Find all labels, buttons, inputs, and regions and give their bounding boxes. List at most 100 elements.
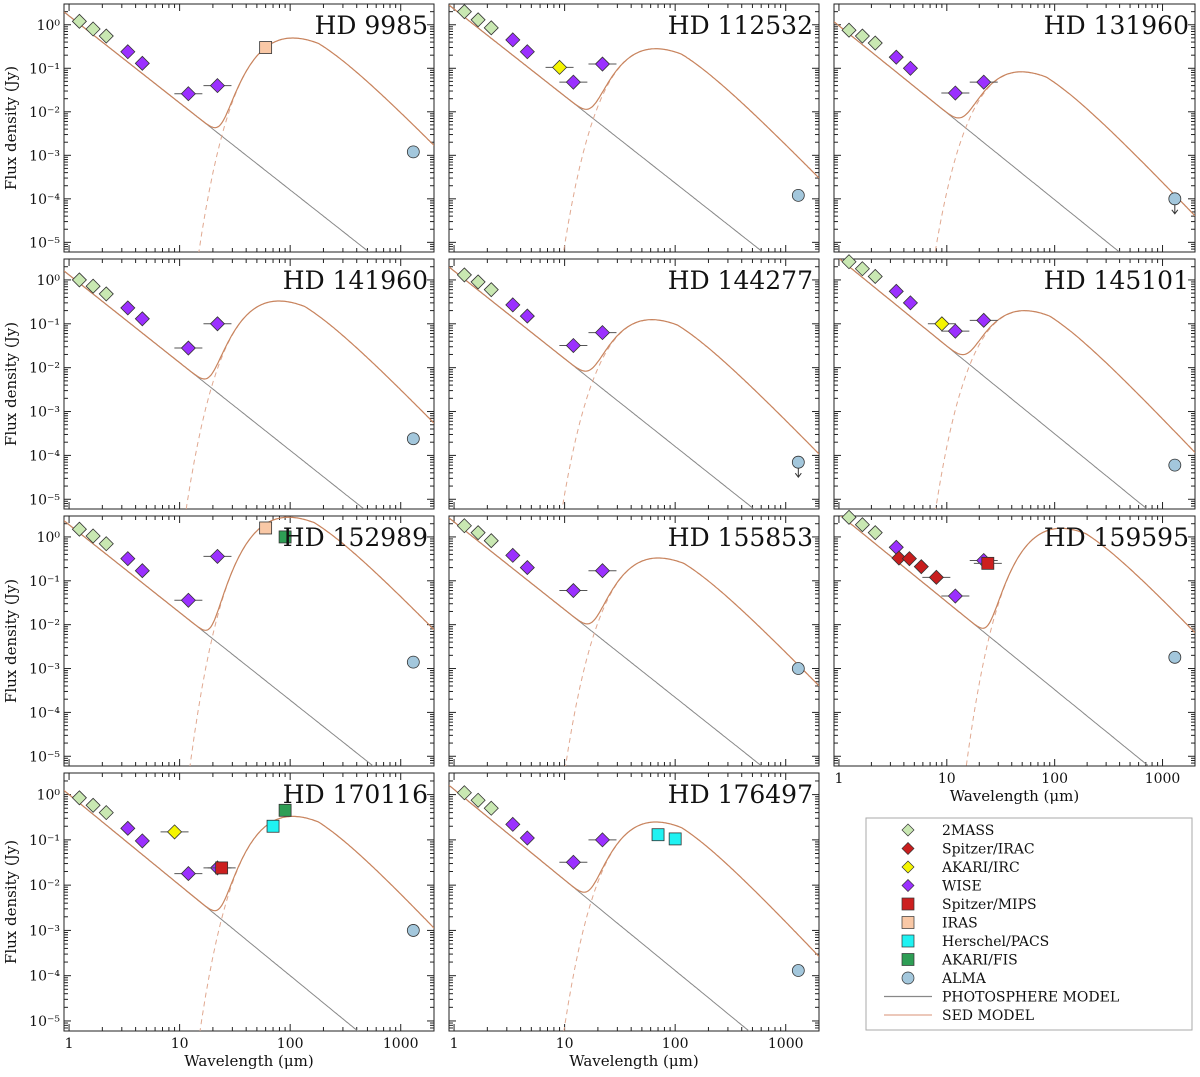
panel-title: HD 176497 — [668, 780, 813, 809]
data-point — [470, 792, 486, 808]
disk-model-line — [185, 300, 434, 509]
y-tick-label: 10⁻⁵ — [29, 749, 60, 765]
data-point — [976, 312, 992, 328]
upper-limit-arrow — [794, 468, 802, 479]
data-point — [791, 188, 805, 202]
data-point — [483, 800, 499, 816]
legend-marker — [901, 897, 915, 911]
data-points — [456, 785, 805, 977]
panel-title: HD 144277 — [668, 266, 813, 295]
data-point — [841, 509, 857, 525]
panel-title: HD 145101 — [1044, 266, 1189, 295]
data-point — [71, 13, 87, 29]
data-point — [947, 588, 963, 604]
data-points — [456, 518, 805, 675]
data-point — [791, 662, 805, 675]
data-point — [209, 78, 226, 94]
y-tick-label: 10⁻² — [29, 618, 60, 634]
x-tick-label: 100 — [277, 1036, 304, 1052]
legend-label: AKARI/FIS — [941, 953, 1018, 969]
upper-limit-arrow — [1171, 204, 1179, 215]
data-point — [841, 254, 857, 270]
data-point — [456, 785, 472, 801]
y-tick-label: 10⁰ — [37, 530, 61, 546]
data-point — [120, 551, 136, 567]
y-tick-label: 10⁻⁴ — [29, 969, 60, 985]
data-point — [470, 274, 486, 290]
legend-label: 2MASS — [942, 823, 994, 839]
panel-frame — [448, 3, 820, 253]
data-point — [565, 337, 581, 354]
model-curves — [449, 266, 819, 509]
data-point — [259, 41, 273, 54]
data-point — [134, 55, 150, 71]
y-axis-label: Flux density (Jy) — [2, 322, 20, 446]
sed-model-line — [834, 21, 1195, 217]
y-tick-label: 10⁻⁵ — [29, 492, 60, 508]
data-point — [483, 20, 499, 36]
data-point — [85, 21, 101, 37]
data-point — [947, 323, 963, 339]
photosphere-model-line — [449, 784, 750, 1031]
data-points — [456, 267, 805, 479]
disk-model-line — [965, 527, 1195, 766]
disk-model-line — [563, 48, 819, 252]
panel-frame — [833, 3, 1196, 253]
photosphere-model-line — [64, 790, 359, 1031]
data-point — [505, 297, 521, 313]
data-point — [266, 819, 280, 833]
sed-model-line — [449, 266, 819, 455]
data-point — [902, 60, 918, 76]
data-points — [841, 509, 1182, 664]
data-point — [854, 28, 870, 44]
data-point — [470, 525, 486, 541]
legend-label: AKARI/IRC — [941, 860, 1020, 876]
data-point — [565, 74, 581, 90]
legend-marker — [901, 842, 915, 855]
data-point — [98, 805, 114, 821]
model-curves — [838, 259, 1195, 509]
sed-model-line — [838, 259, 1195, 453]
x-axis-label: Wavelength (μm) — [569, 1052, 698, 1070]
data-point — [209, 316, 226, 332]
y-axis-label: Flux density (Jy) — [2, 579, 20, 703]
panel-8: HD 155853 — [448, 515, 820, 767]
data-point — [888, 283, 904, 299]
data-point — [947, 85, 963, 101]
data-point — [166, 824, 183, 840]
x-tick-label: 10 — [171, 1036, 189, 1052]
data-point — [505, 547, 521, 563]
panel-title: HD 155853 — [668, 523, 813, 552]
legend-marker — [901, 879, 915, 892]
x-tick-label: 1 — [65, 1036, 74, 1052]
y-tick-label: 10⁰ — [37, 788, 61, 804]
panel-7: 10⁰ 10⁻¹ 10⁻² 10⁻³ 10⁻⁴ 10⁻⁵ Flux density (Jy)… — [2, 515, 435, 767]
data-point — [913, 559, 929, 575]
data-point — [519, 44, 535, 60]
y-tick-label: 10⁻⁴ — [29, 705, 60, 721]
data-points — [71, 13, 420, 159]
panel-title: HD 159595 — [1044, 523, 1189, 552]
legend-label: PHOTOSPHERE MODEL — [942, 990, 1119, 1006]
panel-frame — [63, 258, 435, 510]
data-point — [134, 311, 150, 327]
disk-model-line — [565, 557, 819, 766]
legend-marker — [901, 823, 915, 837]
data-point — [278, 803, 292, 817]
panel-frame — [63, 515, 435, 767]
data-point — [841, 22, 857, 38]
legend-label: Herschel/PACS — [942, 934, 1049, 950]
data-point — [134, 833, 150, 849]
data-point — [209, 548, 226, 564]
x-tick-label: 100 — [662, 1036, 689, 1052]
data-point — [565, 582, 581, 599]
x-tick-label: 1 — [834, 771, 843, 787]
panel-6: HD 145101 — [833, 254, 1196, 510]
data-point — [483, 533, 499, 549]
sed-model-line — [64, 11, 434, 146]
panel-title: HD 141960 — [283, 266, 428, 295]
legend-marker — [901, 934, 915, 948]
legend-label: Spitzer/MIPS — [942, 897, 1037, 913]
data-point — [594, 563, 611, 579]
y-tick-label: 10⁻⁴ — [29, 192, 60, 208]
